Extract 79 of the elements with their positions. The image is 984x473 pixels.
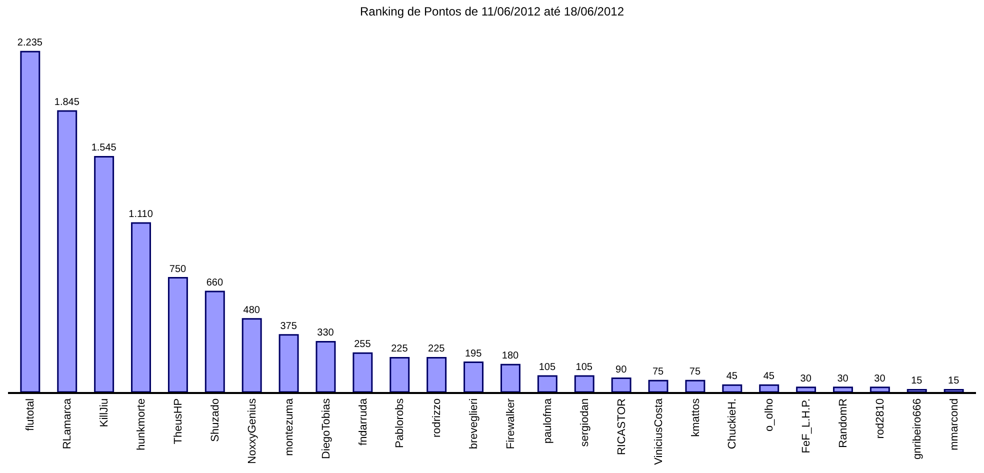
x-tick-label: rod2810 [874,398,887,439]
data-label: 225 [391,344,408,355]
x-tick-label: flutotal [24,398,37,431]
x-tick-label: Firewalker [505,398,518,450]
bar [796,386,816,392]
x-tick-label: RandomR [838,398,850,448]
bar [390,356,410,392]
bar [574,375,594,392]
bar [204,290,225,392]
x-tick-label: gnribeiro666 [911,398,924,460]
bar [57,110,78,392]
bar [906,388,927,392]
x-tick-label: sergiodan [578,398,591,447]
x-tick-label: kmattos [690,398,702,437]
data-label: 375 [280,320,298,332]
x-tick-label: paulofma [542,398,554,444]
data-label: 750 [169,264,187,275]
data-label: 45 [763,371,775,382]
data-label: 30 [800,373,812,384]
data-label: 105 [576,362,593,374]
bar [648,380,668,392]
bar [131,222,151,392]
data-label: 2.235 [17,38,43,49]
bar [464,362,484,392]
data-label: 480 [243,304,260,316]
bar [833,386,853,392]
bar [500,364,520,392]
bar [944,388,964,392]
bar [278,334,299,392]
data-label: 255 [354,339,372,350]
x-tick-label: DiegoTobias [320,398,332,459]
bar [94,156,114,392]
data-label: 75 [689,366,701,378]
bar [168,277,188,392]
x-tick-label: hunkmorte [136,398,148,450]
data-label: 30 [874,373,886,384]
x-tick-label: Shuzado [209,398,222,442]
bar [242,318,262,392]
x-tick-label: RLamarca [62,398,74,450]
data-label: 1.110 [128,208,154,220]
x-tick-label: FeF_L.H.P. [800,398,813,454]
x-tick-label: TheusHP [172,398,185,444]
data-label: 660 [206,277,224,288]
data-label: 45 [726,371,738,382]
data-label: 90 [616,364,628,376]
x-tick-label: fndarruda [357,398,370,446]
data-label: 15 [911,376,923,387]
x-tick-label: RICASTOR [616,398,628,456]
data-label: 180 [502,350,520,362]
bar [685,380,706,392]
chart-title: Ranking de Pontos de 11/06/2012 até 18/06/2012 [360,4,624,18]
bar [426,356,447,392]
bar [759,384,780,392]
data-label: 105 [538,362,556,374]
bar [316,340,336,392]
x-tick-label: o_olho [764,398,776,432]
data-label: 75 [652,366,664,378]
x-tick-label: ChuckieH. [726,398,739,450]
x-tick-label: montezuma [283,398,296,456]
data-label: 30 [837,373,849,384]
bar [537,375,558,392]
bar [20,50,40,392]
bar [352,352,373,392]
bar [611,378,632,392]
x-tick-label: KillJiu [98,398,111,428]
x-tick-label: Pablorobs [394,398,406,448]
x-tick-label: ViniciusCosta [652,398,665,465]
data-label: 15 [948,376,960,387]
x-tick-label: rodrizzo [431,398,444,438]
data-label: 1.545 [91,142,117,154]
x-tick-label: mmarcond [948,398,960,450]
data-label: 330 [317,328,334,339]
data-label: 225 [428,344,446,355]
bar [870,386,890,392]
x-tick-label: NoxxyGenius [246,398,258,464]
data-label: 195 [464,348,482,360]
bar [722,384,742,392]
data-label: 1.845 [54,97,80,108]
x-tick-label: breveglieri [468,398,480,450]
